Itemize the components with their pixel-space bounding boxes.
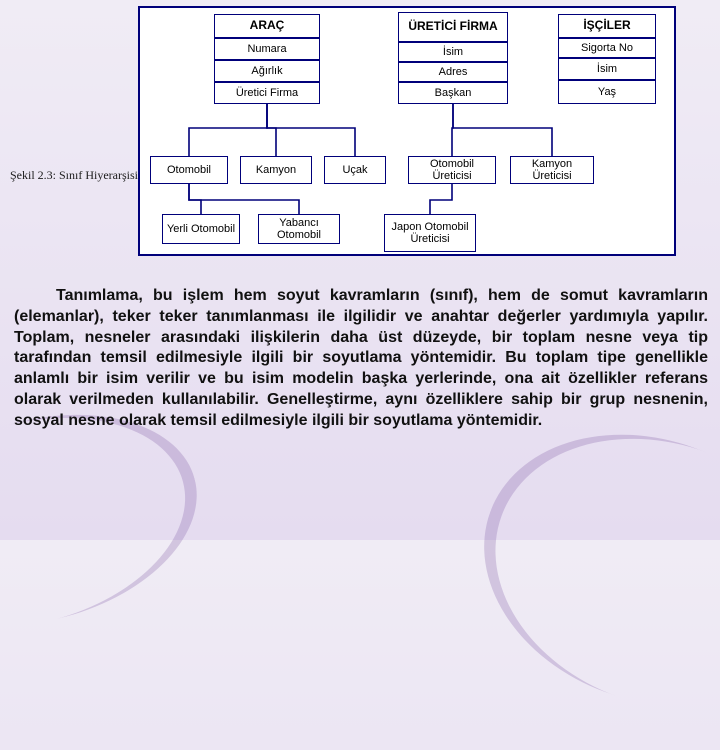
- node-agirlik: Ağırlık: [214, 60, 320, 82]
- edge-otomobil-yabanci: [189, 184, 299, 214]
- node-kamyon: Kamyon: [240, 156, 312, 184]
- figure-caption: Şekil 2.3: Sınıf Hiyerarşisi: [10, 168, 138, 183]
- node-baskan: Başkan: [398, 82, 508, 104]
- node-sigorta: Sigorta No: [558, 38, 656, 58]
- edge-uretfirm-otomobil: [189, 104, 267, 156]
- edge-baskan-oto_ur: [452, 104, 453, 156]
- edge-baskan-kam_ur: [453, 104, 552, 156]
- node-arac_h: ARAÇ: [214, 14, 320, 38]
- node-uretici_h: ÜRETİCİ FİRMA: [398, 12, 508, 42]
- body-paragraph: Tanımlama, bu işlem hem soyut kavramları…: [14, 286, 708, 432]
- edge-oto_ur-japon: [430, 184, 452, 214]
- node-yas: Yaş: [558, 80, 656, 104]
- node-uretfirm: Üretici Firma: [214, 82, 320, 104]
- edge-otomobil-yerli: [189, 184, 201, 214]
- node-otomobil: Otomobil: [150, 156, 228, 184]
- node-isim1: İsim: [398, 42, 508, 62]
- node-isim2: İsim: [558, 58, 656, 80]
- node-numara: Numara: [214, 38, 320, 60]
- node-adres: Adres: [398, 62, 508, 82]
- node-japon: Japon Otomobil Üreticisi: [384, 214, 476, 252]
- edge-uretfirm-kamyon: [267, 104, 276, 156]
- node-yabanci: Yabancı Otomobil: [258, 214, 340, 244]
- decorative-swoosh-bottom-right: [446, 390, 720, 750]
- edge-uretfirm-ucak: [267, 104, 355, 156]
- node-ucak: Uçak: [324, 156, 386, 184]
- node-isci_h: İŞÇİLER: [558, 14, 656, 38]
- node-kam_ur: Kamyon Üreticisi: [510, 156, 594, 184]
- node-yerli: Yerli Otomobil: [162, 214, 240, 244]
- node-oto_ur: Otomobil Üreticisi: [408, 156, 496, 184]
- class-hierarchy-diagram: ARAÇNumaraAğırlıkÜretici Firma ÜRETİCİ Fİ…: [138, 6, 676, 256]
